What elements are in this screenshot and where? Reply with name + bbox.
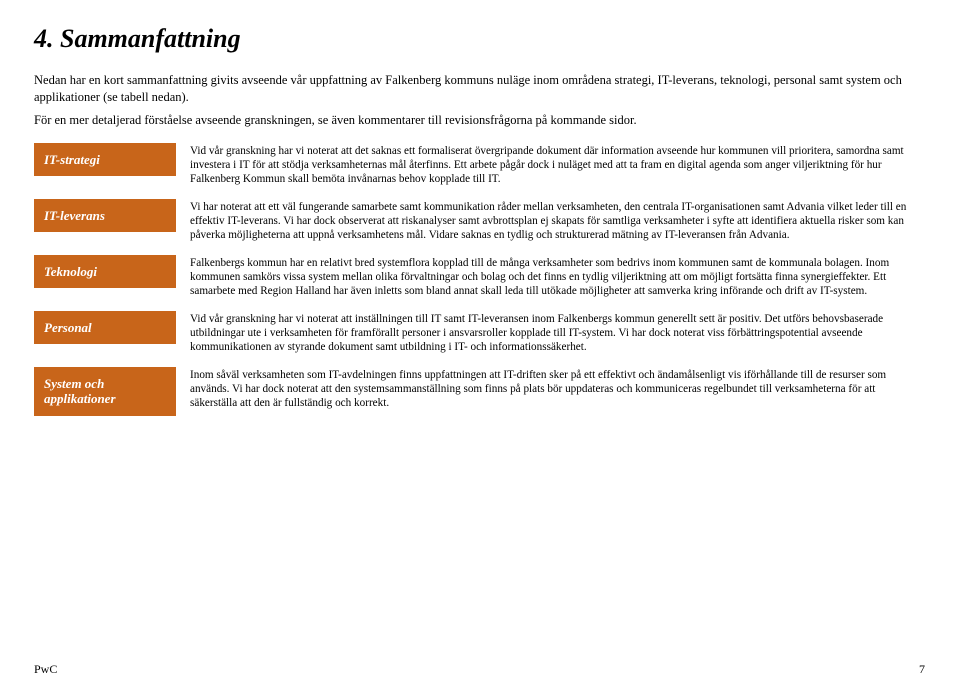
intro-paragraph-1: Nedan har en kort sammanfattning givits … (34, 72, 925, 106)
page-title: 4. Sammanfattning (34, 24, 925, 54)
section-label-system: System och applikationer (34, 367, 176, 416)
section-body-strategi: Vid vår granskning har vi noterat att de… (190, 143, 925, 187)
section-row-leverans: IT-leverans Vi har noterat att ett väl f… (34, 199, 925, 243)
section-label-teknologi: Teknologi (34, 255, 176, 289)
section-body-leverans: Vi har noterat att ett väl fungerande sa… (190, 199, 925, 243)
section-row-strategi: IT-strategi Vid vår granskning har vi no… (34, 143, 925, 187)
section-label-strategi: IT-strategi (34, 143, 176, 177)
intro-paragraph-2: För en mer detaljerad förståelse avseend… (34, 112, 925, 129)
footer-left: PwC (34, 662, 57, 677)
section-row-personal: Personal Vid vår granskning har vi noter… (34, 311, 925, 355)
page-footer: PwC 7 (34, 662, 925, 677)
section-row-teknologi: Teknologi Falkenbergs kommun har en rela… (34, 255, 925, 299)
section-body-system: Inom såväl verksamheten som IT-avdelning… (190, 367, 925, 411)
footer-page-number: 7 (919, 662, 925, 677)
section-label-leverans: IT-leverans (34, 199, 176, 233)
intro-block: Nedan har en kort sammanfattning givits … (34, 72, 925, 129)
section-body-personal: Vid vår granskning har vi noterat att in… (190, 311, 925, 355)
section-row-system: System och applikationer Inom såväl verk… (34, 367, 925, 416)
section-label-personal: Personal (34, 311, 176, 345)
section-body-teknologi: Falkenbergs kommun har en relativt bred … (190, 255, 925, 299)
sections-table: IT-strategi Vid vår granskning har vi no… (34, 143, 925, 416)
